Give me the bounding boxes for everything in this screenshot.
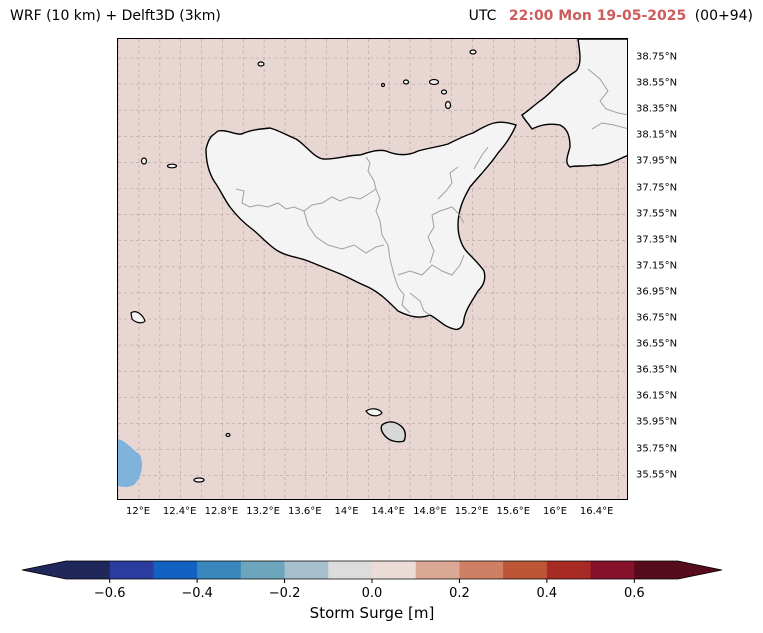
timestamp: 22:00 Mon 19-05-2025 xyxy=(508,8,687,24)
colorbar-outline xyxy=(21,560,723,580)
colorbar-tick-label: −0.4 xyxy=(181,586,213,601)
colorbar-tick-label: 0.4 xyxy=(536,586,558,601)
map-canvas xyxy=(118,39,627,499)
colorbar-extend-high xyxy=(678,561,722,579)
colorbar-segment xyxy=(240,561,286,579)
lat-label: 35.95°N xyxy=(636,416,678,428)
colorbar-segment xyxy=(415,561,460,579)
lon-label: 12°E xyxy=(125,506,151,517)
lat-label: 37.55°N xyxy=(636,208,678,220)
lon-label: 14°E xyxy=(334,506,359,517)
admin-boundaries xyxy=(235,146,489,316)
lat-label: 38.55°N xyxy=(636,77,678,89)
colorbar-segment xyxy=(546,561,592,579)
colorbar-segment xyxy=(590,561,635,579)
lon-label: 12.4°E xyxy=(162,506,197,517)
lat-label: 37.75°N xyxy=(636,182,678,193)
lon-label: 13.6°E xyxy=(288,506,322,517)
small-islands xyxy=(130,157,383,483)
lon-label: 13.2°E xyxy=(246,506,280,517)
colorbar-segment xyxy=(284,561,329,579)
lat-label: 36.35°N xyxy=(636,364,678,376)
lat-label: 37.95°N xyxy=(636,155,678,167)
lat-label: 35.75°N xyxy=(636,443,678,454)
malta-landmass xyxy=(380,421,407,443)
colorbar-tick-label: −0.6 xyxy=(93,586,126,601)
colorbar-segment xyxy=(503,561,548,579)
colorbar-segment xyxy=(459,561,504,579)
lat-label: 38.35°N xyxy=(636,103,678,115)
lat-label: 37.15°N xyxy=(636,260,678,272)
aeolian-islands xyxy=(257,49,477,110)
lat-label: 36.55°N xyxy=(636,338,678,350)
lat-label: 36.75°N xyxy=(636,312,678,324)
colorbar-tick-label: 0.2 xyxy=(449,586,470,601)
lon-label: 12.8°E xyxy=(204,506,239,517)
colorbar-segment xyxy=(66,561,111,579)
colorbar-tick-label: 0.0 xyxy=(361,586,383,601)
lat-label: 36.95°N xyxy=(636,286,678,298)
forecast-time: UTC 22:00 Mon 19-05-2025 (00+94) xyxy=(469,8,753,24)
lon-label: 15.2°E xyxy=(454,506,489,517)
lon-label: 14.4°E xyxy=(371,506,405,517)
negative-surge-patch xyxy=(118,439,142,487)
lat-label: 38.75°N xyxy=(636,51,678,63)
lon-label: 16.4°E xyxy=(579,506,614,517)
lat-label: 35.55°N xyxy=(636,469,678,481)
colorbar-segment xyxy=(634,561,679,579)
colorbar xyxy=(21,560,723,583)
colorbar-tick-label: 0.6 xyxy=(623,586,645,601)
lat-label: 37.35°N xyxy=(636,234,678,246)
lon-label: 16°E xyxy=(542,506,568,517)
map-title: WRF (10 km) + Delft3D (3km) xyxy=(10,8,221,24)
colorbar-label: Storm Surge [m] xyxy=(309,604,435,622)
lat-label: 36.15°N xyxy=(636,390,678,402)
sicily-landmass xyxy=(205,121,517,331)
colorbar-extend-low xyxy=(22,561,66,579)
colorbar-segment xyxy=(197,561,242,579)
lon-label: 15.6°E xyxy=(496,506,531,517)
colorbar-segment xyxy=(109,561,154,579)
utc-label: UTC xyxy=(468,8,497,24)
colorbar-segment xyxy=(328,561,373,579)
colorbar-segment xyxy=(153,561,198,579)
colorbar-segment xyxy=(372,561,417,579)
calabria-landmass xyxy=(521,39,627,168)
lat-label: 38.15°N xyxy=(636,129,678,141)
lead-time: (00+94) xyxy=(694,8,753,24)
lon-label: 14.8°E xyxy=(413,506,447,517)
map-panel xyxy=(117,38,628,500)
colorbar-tick-label: −0.2 xyxy=(268,586,301,601)
